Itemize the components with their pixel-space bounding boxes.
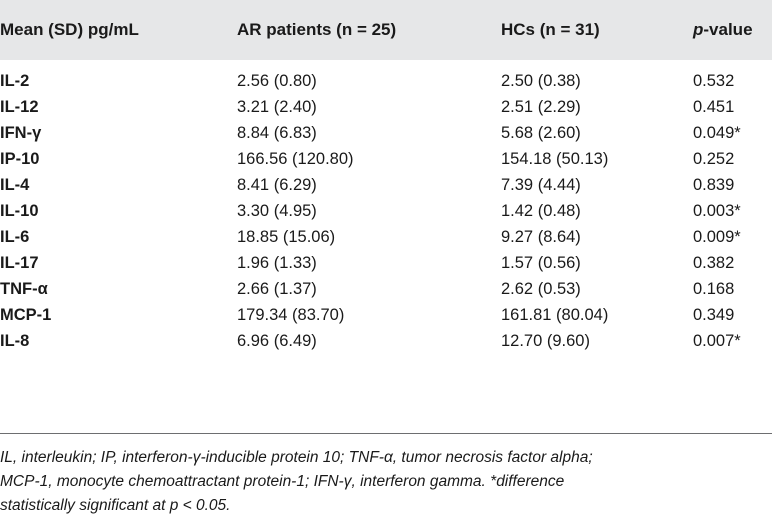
table-row: MCP-1 179.34 (83.70) 161.81 (80.04) 0.349 [0,302,772,328]
p-value-cell: 0.252 [693,149,735,168]
hcs-cell: 2.50 (0.38) [501,71,581,90]
p-value-cell: 0.349 [693,305,735,324]
cytokine-name-cell: IL-17 [0,253,39,272]
p-value-cell: 0.003* [693,201,741,220]
table-row: IL-2 2.56 (0.80) 2.50 (0.38) 0.532 [0,68,772,94]
cytokine-name-cell: IL-2 [0,71,30,90]
hcs-cell: 2.51 (2.29) [501,97,581,116]
hcs-cell: 9.27 (8.64) [501,227,581,246]
table-header-row: Mean (SD) pg/mL AR patients (n = 25) HCs… [0,0,772,60]
p-value-cell: 0.451 [693,97,735,116]
p-value-cell: 0.532 [693,71,735,90]
hcs-cell: 7.39 (4.44) [501,175,581,194]
ar-patients-cell: 179.34 (83.70) [237,305,345,324]
table-bottom-rule [0,433,772,434]
cytokine-name-cell: IL-10 [0,201,39,220]
header-p-value: p-value [693,0,772,60]
hcs-cell: 154.18 (50.13) [501,149,609,168]
ar-patients-cell: 3.30 (4.95) [237,201,317,220]
ar-patients-cell: 2.56 (0.80) [237,71,317,90]
table-row: IL-8 6.96 (6.49) 12.70 (9.60) 0.007* [0,328,772,354]
hcs-cell: 2.62 (0.53) [501,279,581,298]
ar-patients-cell: 3.21 (2.40) [237,97,317,116]
ar-patients-cell: 6.96 (6.49) [237,331,317,350]
header-ar-patients: AR patients (n = 25) [237,20,397,39]
table-row: IFN-γ 8.84 (6.83) 5.68 (2.60) 0.049* [0,120,772,146]
p-value-cell: 0.839 [693,175,735,194]
table-footnote: IL, interleukin; IP, interferon-γ-induci… [0,446,772,518]
p-value-cell: 0.049* [693,123,741,142]
footnote-line-2: MCP-1, monocyte chemoattractant protein-… [0,473,565,490]
table-row: IL-12 3.21 (2.40) 2.51 (2.29) 0.451 [0,94,772,120]
hcs-cell: 1.57 (0.56) [501,253,581,272]
cytokine-name-cell: IL-4 [0,175,30,194]
table-row: IL-17 1.96 (1.33) 1.57 (0.56) 0.382 [0,250,772,276]
header-p-rest: -value [703,20,753,39]
table-row: IL-4 8.41 (6.29) 7.39 (4.44) 0.839 [0,172,772,198]
p-value-cell: 0.009* [693,227,741,246]
table-spacer [0,60,772,68]
ar-patients-cell: 8.84 (6.83) [237,123,317,142]
cytokine-name-cell: IL-12 [0,97,39,116]
cytokine-name-cell: MCP-1 [0,305,52,324]
header-hcs: HCs (n = 31) [501,20,600,39]
table-body: IL-2 2.56 (0.80) 2.50 (0.38) 0.532 IL-12 3.21… [0,60,772,354]
cytokine-name-cell: IL-6 [0,227,30,246]
p-value-cell: 0.007* [693,331,741,350]
p-value-cell: 0.382 [693,253,735,272]
table-row: IL-10 3.30 (4.95) 1.42 (0.48) 0.003* [0,198,772,224]
cytokine-name-cell: TNF-α [0,279,48,298]
header-measure: Mean (SD) pg/mL [0,20,139,39]
hcs-cell: 12.70 (9.60) [501,331,590,350]
ar-patients-cell: 18.85 (15.06) [237,227,336,246]
cytokine-name-cell: IP-10 [0,149,40,168]
footnote-line-1: IL, interleukin; IP, interferon-γ-induci… [0,449,593,466]
ar-patients-cell: 2.66 (1.37) [237,279,317,298]
header-p-italic: p [693,20,704,39]
p-value-cell: 0.168 [693,279,735,298]
ar-patients-cell: 8.41 (6.29) [237,175,317,194]
hcs-cell: 1.42 (0.48) [501,201,581,220]
cytokine-name-cell: IFN-γ [0,123,42,142]
cytokine-table: Mean (SD) pg/mL AR patients (n = 25) HCs… [0,0,772,354]
table-row: IP-10 166.56 (120.80) 154.18 (50.13) 0.252 [0,146,772,172]
spacer-cell [0,60,772,68]
footnote-line-3: statistically significant at p < 0.05. [0,497,231,514]
hcs-cell: 161.81 (80.04) [501,305,609,324]
cytokine-name-cell: IL-8 [0,331,30,350]
table-row: TNF-α 2.66 (1.37) 2.62 (0.53) 0.168 [0,276,772,302]
table-row: IL-6 18.85 (15.06) 9.27 (8.64) 0.009* [0,224,772,250]
ar-patients-cell: 1.96 (1.33) [237,253,317,272]
hcs-cell: 5.68 (2.60) [501,123,581,142]
ar-patients-cell: 166.56 (120.80) [237,149,354,168]
